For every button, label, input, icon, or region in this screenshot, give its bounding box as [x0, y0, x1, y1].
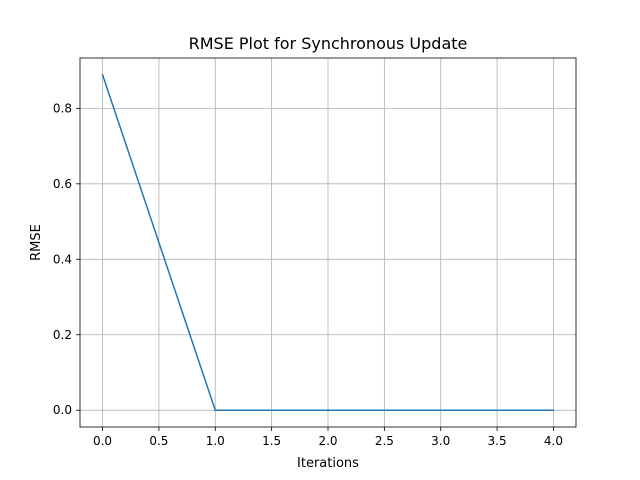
y-tick-label: 0.0	[53, 403, 72, 417]
y-tick-label: 0.8	[53, 101, 72, 115]
x-tick-label: 4.0	[544, 434, 563, 448]
x-tick-label: 2.5	[375, 434, 394, 448]
data-series	[101, 74, 555, 411]
x-tick-label: 3.0	[431, 434, 450, 448]
x-tick-label: 1.0	[206, 434, 225, 448]
chart-title: RMSE Plot for Synchronous Update	[189, 34, 468, 53]
y-tick-label: 0.4	[53, 252, 72, 266]
rmse-data-point	[214, 409, 217, 411]
y-tick-label: 0.2	[53, 328, 72, 342]
x-tick-label: 3.5	[488, 434, 507, 448]
rmse-data-point	[439, 409, 442, 411]
x-tick-label: 2.0	[318, 434, 337, 448]
y-axis-label: RMSE	[29, 224, 44, 261]
axis-ticks: 0.0 0.5 1.0 1.5 2.0 2.5 3.0 3.5 4.0 0.0 0.2 0.4 0.6 0…	[53, 101, 563, 448]
rmse-data-point	[552, 409, 555, 411]
x-tick-label: 0.0	[93, 434, 112, 448]
x-axis-label: Iterations	[297, 456, 359, 471]
x-tick-label: 0.5	[149, 434, 168, 448]
y-tick-label: 0.6	[53, 177, 72, 191]
x-tick-label: 1.5	[262, 434, 281, 448]
rmse-data-point	[327, 409, 329, 411]
rmse-data-point	[101, 74, 104, 76]
grid-lines	[80, 58, 576, 427]
